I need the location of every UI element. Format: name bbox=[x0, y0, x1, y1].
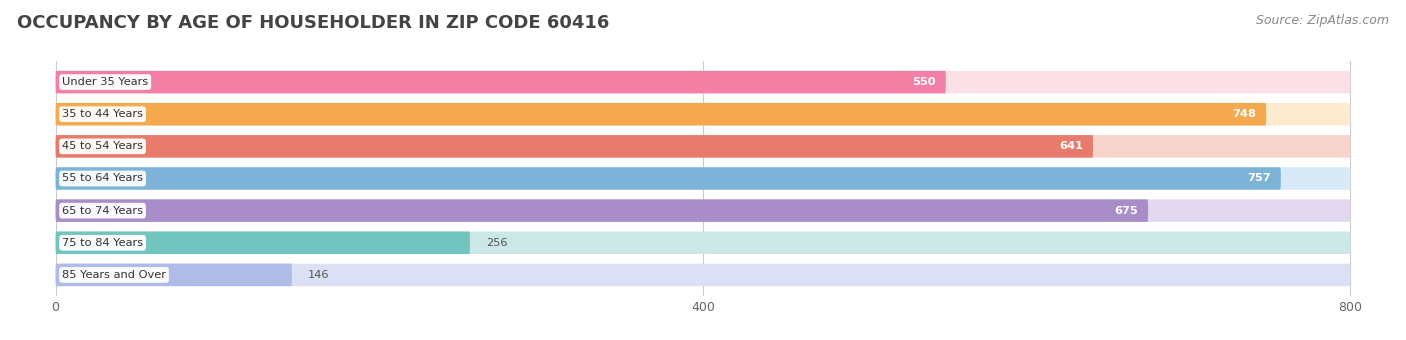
Text: 748: 748 bbox=[1233, 109, 1257, 119]
Text: 65 to 74 Years: 65 to 74 Years bbox=[62, 206, 143, 216]
Text: 35 to 44 Years: 35 to 44 Years bbox=[62, 109, 143, 119]
FancyBboxPatch shape bbox=[56, 135, 1350, 158]
FancyBboxPatch shape bbox=[56, 103, 1267, 125]
FancyBboxPatch shape bbox=[56, 103, 1350, 125]
FancyBboxPatch shape bbox=[56, 71, 946, 94]
Text: 85 Years and Over: 85 Years and Over bbox=[62, 270, 166, 280]
Text: Under 35 Years: Under 35 Years bbox=[62, 77, 148, 87]
Text: 55 to 64 Years: 55 to 64 Years bbox=[62, 173, 143, 184]
Text: 641: 641 bbox=[1060, 141, 1084, 151]
Text: 45 to 54 Years: 45 to 54 Years bbox=[62, 141, 143, 151]
FancyBboxPatch shape bbox=[56, 199, 1350, 222]
Text: 675: 675 bbox=[1115, 206, 1139, 216]
FancyBboxPatch shape bbox=[56, 167, 1350, 190]
Text: 256: 256 bbox=[486, 238, 508, 248]
FancyBboxPatch shape bbox=[56, 199, 1149, 222]
Text: Source: ZipAtlas.com: Source: ZipAtlas.com bbox=[1256, 14, 1389, 27]
FancyBboxPatch shape bbox=[56, 264, 1350, 286]
FancyBboxPatch shape bbox=[56, 135, 1092, 158]
Text: 757: 757 bbox=[1247, 173, 1271, 184]
FancyBboxPatch shape bbox=[56, 167, 1281, 190]
FancyBboxPatch shape bbox=[56, 71, 1350, 94]
Text: 75 to 84 Years: 75 to 84 Years bbox=[62, 238, 143, 248]
Text: 550: 550 bbox=[912, 77, 936, 87]
FancyBboxPatch shape bbox=[56, 232, 470, 254]
FancyBboxPatch shape bbox=[56, 232, 1350, 254]
Text: OCCUPANCY BY AGE OF HOUSEHOLDER IN ZIP CODE 60416: OCCUPANCY BY AGE OF HOUSEHOLDER IN ZIP C… bbox=[17, 14, 609, 32]
Text: 146: 146 bbox=[308, 270, 329, 280]
FancyBboxPatch shape bbox=[56, 264, 292, 286]
